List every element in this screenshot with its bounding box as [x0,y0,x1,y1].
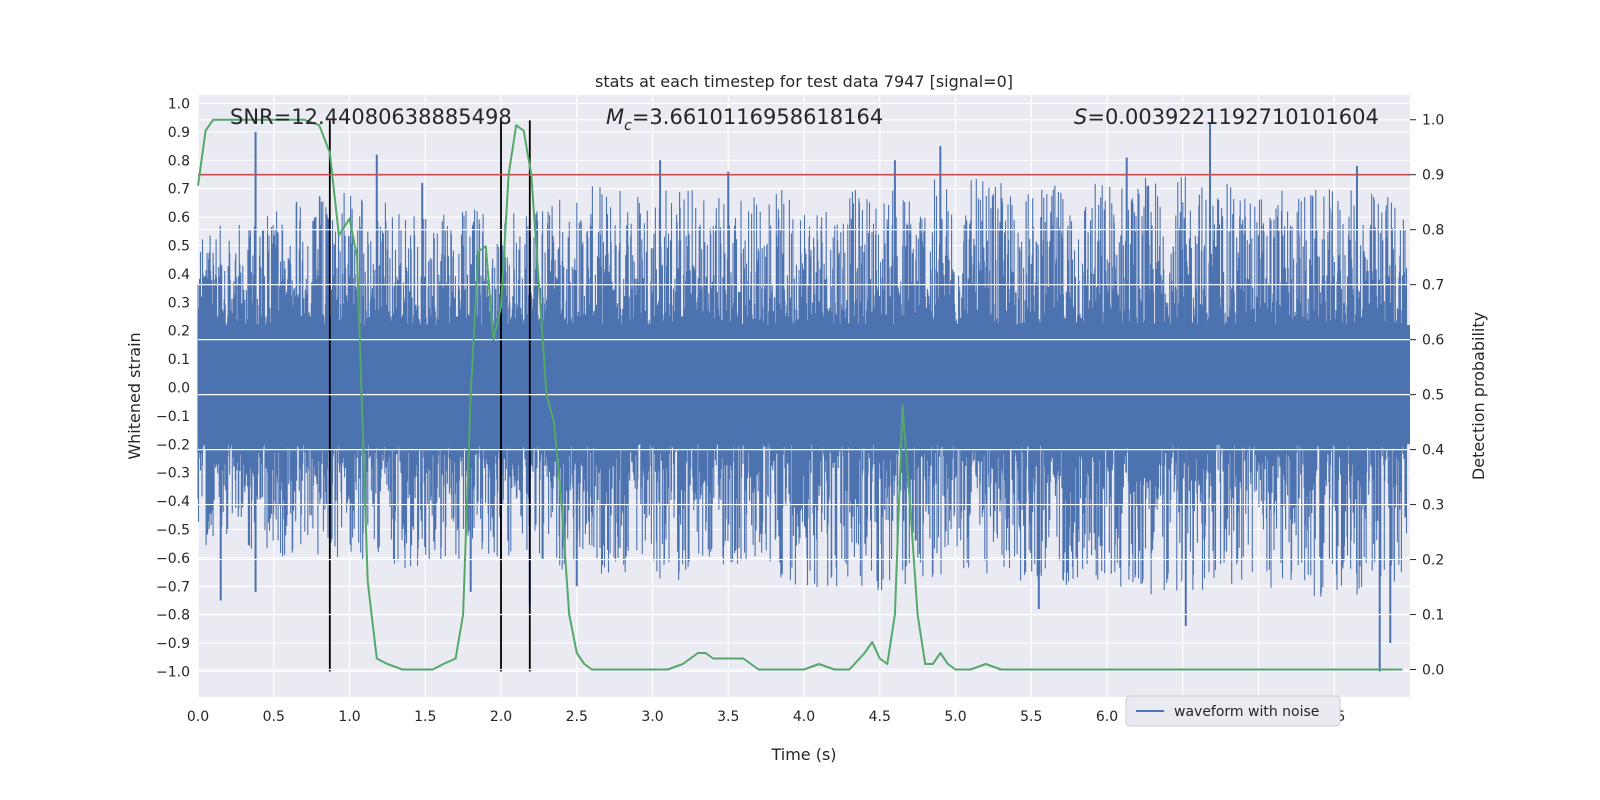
waveform-core [198,325,1410,445]
y-tick-label: 0.2 [168,324,190,340]
y2-tick-label: 0.4 [1422,443,1444,459]
y2-tick-label: 0.2 [1422,553,1444,569]
y-tick-label: 0.9 [168,125,190,141]
y-tick-label: −0.1 [156,409,190,425]
legend-box [1125,695,1341,727]
tick-labels: 0.00.51.01.52.02.53.03.54.04.55.05.56.06… [156,97,1444,725]
y-tick-label: 0.5 [168,239,190,255]
y2-tick-label: 0.0 [1422,663,1444,679]
y-tick-label: 0.8 [168,153,190,169]
y-tick-label: −0.5 [156,522,190,538]
x-tick-label: 2.5 [566,709,588,725]
s-value: =0.0039221192710101604 [1087,105,1379,129]
y-tick-label: −1.0 [156,664,190,680]
x-tick-label: 5.5 [1020,709,1042,725]
probability-line [197,118,1403,671]
x-tick-label: 1.0 [338,709,360,725]
y-tick-label: 0.7 [168,182,190,198]
y2-tick-label: 0.1 [1422,608,1444,624]
y-tick-label: −0.9 [156,636,190,652]
y2-tick-label: 0.3 [1422,498,1444,514]
x-tick-label: 2.0 [490,709,512,725]
x-axis-label: Time (s) [770,745,836,764]
x-tick-label: 4.5 [869,709,891,725]
y2-tick-label: 0.8 [1422,223,1444,239]
s-symbol: S [1074,105,1087,129]
x-tick-label: 0.0 [187,709,209,725]
y-tick-label: −0.8 [156,608,190,624]
y-tick-label: −0.6 [156,551,190,567]
mc-symbol: M [606,105,624,129]
y-tick-label: −0.3 [156,466,190,482]
y-tick-label: −0.4 [156,494,190,510]
snr-annotation: SNR=12.44080638885498 [230,105,512,129]
y2-tick-label: 0.6 [1422,333,1444,349]
legend: waveform with noise [1125,695,1341,727]
y2-tick-label: 0.5 [1422,388,1444,404]
y-tick-label: 0.6 [168,210,190,226]
x-tick-label: 3.5 [717,709,739,725]
y-tick-label: −0.2 [156,437,190,453]
x-tick-label: 3.0 [641,709,663,725]
x-tick-label: 4.0 [793,709,815,725]
x-tick-label: 1.5 [414,709,436,725]
x-tick-label: 5.0 [944,709,966,725]
legend-label: waveform with noise [1174,704,1319,720]
vertical-markers [328,119,531,672]
y-tick-label: 0.1 [168,352,190,368]
significance-annotation: S=0.0039221192710101604 [1074,105,1379,129]
chart-title: stats at each timestep for test data 794… [595,72,1013,91]
waveform-series [197,123,1410,672]
x-tick-label: 0.5 [263,709,285,725]
chirp-mass-annotation: Mc=3.6610116958618164 [606,105,883,134]
y-tick-label: 0.4 [168,267,190,283]
y2-tick-label: 0.7 [1422,278,1444,294]
y2-tick-label: 1.0 [1422,113,1444,129]
y2-tick-label: 0.9 [1422,168,1444,184]
y-tick-label: 1.0 [168,97,190,113]
x-tick-label: 6.0 [1096,709,1118,725]
y-tick-label: 0.3 [168,295,190,311]
mc-subscript: c [624,118,632,134]
y-axis-label: Whitened strain [125,332,144,459]
probability-axis-content [197,118,1410,671]
y-tick-label: 0.0 [168,380,190,396]
mc-value: =3.6610116958618164 [632,105,883,129]
y-tick-label: −0.7 [156,579,190,595]
y2-axis-label: Detection probability [1469,312,1488,480]
